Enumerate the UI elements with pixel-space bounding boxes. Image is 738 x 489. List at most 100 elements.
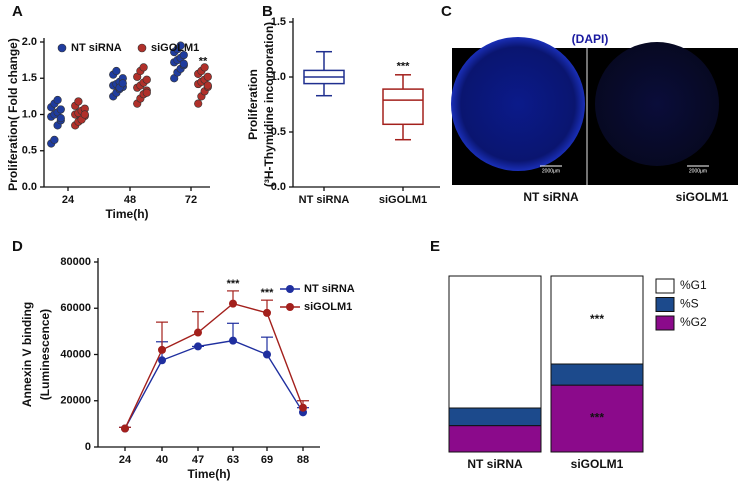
panel-label: A (12, 3, 23, 20)
x-tick-label: 24 (119, 454, 132, 466)
legend-marker (137, 43, 147, 53)
legend-marker (286, 303, 294, 311)
data-point (179, 59, 188, 68)
y-tick-label: 0.0 (271, 181, 286, 193)
y-tick-label: 1.5 (271, 16, 286, 28)
series-line (124, 302, 304, 429)
panel-label: E (430, 238, 440, 255)
series-line (124, 339, 304, 429)
data-point (263, 350, 271, 359)
data-point (142, 88, 151, 97)
x-tick-label: 47 (192, 454, 204, 466)
x-tick-label: 24 (62, 194, 75, 206)
box (382, 88, 424, 126)
bar-segment (448, 407, 542, 427)
data-point (74, 97, 83, 106)
data-point (203, 81, 212, 90)
legend-label: NT siRNA (304, 283, 355, 295)
panel-label: B (262, 3, 273, 20)
bar-segment (550, 363, 644, 386)
x-tick-label: 88 (297, 454, 309, 466)
data-point (229, 336, 237, 345)
data-point (194, 342, 202, 351)
y-tick-label: 2.0 (22, 36, 37, 48)
bar-segment (448, 275, 542, 409)
x-tick-label: NT siRNA (467, 457, 523, 471)
data-point (53, 95, 62, 105)
legend-marker (57, 43, 67, 53)
x-tick-label: 48 (124, 194, 136, 206)
panel-label: C (441, 3, 452, 20)
significance: *** (590, 312, 604, 326)
y-axis-label: Annexin V binding (20, 302, 34, 407)
y-tick-label: 1.0 (22, 108, 37, 120)
data-point (121, 424, 129, 433)
data-point (158, 345, 166, 354)
data-point (112, 66, 121, 76)
stain-label: (DAPI) (572, 32, 609, 46)
y-axis-label: (³H-Thymidine incorporation) (262, 22, 276, 187)
legend-swatch (655, 315, 675, 331)
legend-swatch (655, 278, 675, 294)
y-axis-label: (Luminescence) (38, 309, 52, 400)
significance: *** (261, 287, 275, 299)
well-image (451, 37, 585, 171)
y-axis-label: Proliferation (246, 69, 260, 140)
data-point (176, 41, 185, 50)
data-point (299, 403, 307, 412)
data-point (179, 50, 188, 60)
significance: *** (397, 61, 411, 73)
data-point (56, 114, 65, 123)
image-label: NT siRNA (523, 190, 579, 204)
panel-c: C (DAPI) 2000μm 2000μm NT siRNA siGOLM1 (441, 3, 738, 204)
y-tick-label: 0.5 (271, 126, 286, 138)
bar-segment (448, 425, 542, 453)
data-point (158, 356, 166, 365)
y-tick-label: 80000 (60, 256, 91, 268)
data-point (142, 75, 151, 84)
significance: *** (590, 411, 604, 425)
y-tick-label: 1.5 (22, 72, 37, 84)
x-tick-label: NT siRNA (299, 194, 350, 206)
y-tick-label: 0.0 (22, 181, 37, 193)
y-tick-label: 40000 (60, 348, 91, 360)
data-point (118, 79, 127, 88)
y-axis-label: Proliferation( Fold change) (6, 38, 20, 191)
scale-bar-label: 2000μm (689, 168, 707, 174)
data-point (263, 308, 271, 317)
bar-segment (550, 275, 644, 365)
legend-label: siGOLM1 (304, 301, 352, 313)
bar-segment (550, 384, 644, 453)
x-tick-label: 63 (227, 454, 239, 466)
legend-label: %G2 (680, 315, 707, 329)
data-point (200, 63, 209, 72)
data-point (194, 328, 202, 337)
x-tick-label: siGOLM1 (379, 194, 427, 206)
x-axis-label: Time(h) (187, 467, 230, 481)
data-point (203, 72, 212, 81)
panel-label: D (12, 238, 23, 255)
legend-swatch (655, 297, 675, 312)
legend-label: siGOLM1 (151, 42, 199, 54)
image-label: siGOLM1 (676, 190, 729, 204)
legend-marker (286, 285, 294, 293)
data-point (229, 299, 237, 308)
x-tick-label: siGOLM1 (571, 457, 624, 471)
legend-label: NT siRNA (71, 42, 122, 54)
legend-label: %S (680, 297, 699, 311)
x-tick-label: 69 (261, 454, 273, 466)
x-tick-label: 40 (156, 454, 168, 466)
significance: *** (227, 278, 241, 290)
legend-label: %G1 (680, 278, 707, 292)
x-tick-label: 72 (185, 194, 197, 206)
y-tick-label: 1.0 (271, 71, 286, 83)
well-image (595, 42, 719, 166)
significance: ** (199, 55, 208, 67)
data-point (139, 63, 148, 72)
data-point (194, 99, 203, 108)
scale-bar-label: 2000μm (542, 168, 560, 174)
data-point (80, 110, 89, 119)
data-point (56, 105, 65, 114)
y-tick-label: 0.5 (22, 145, 37, 157)
